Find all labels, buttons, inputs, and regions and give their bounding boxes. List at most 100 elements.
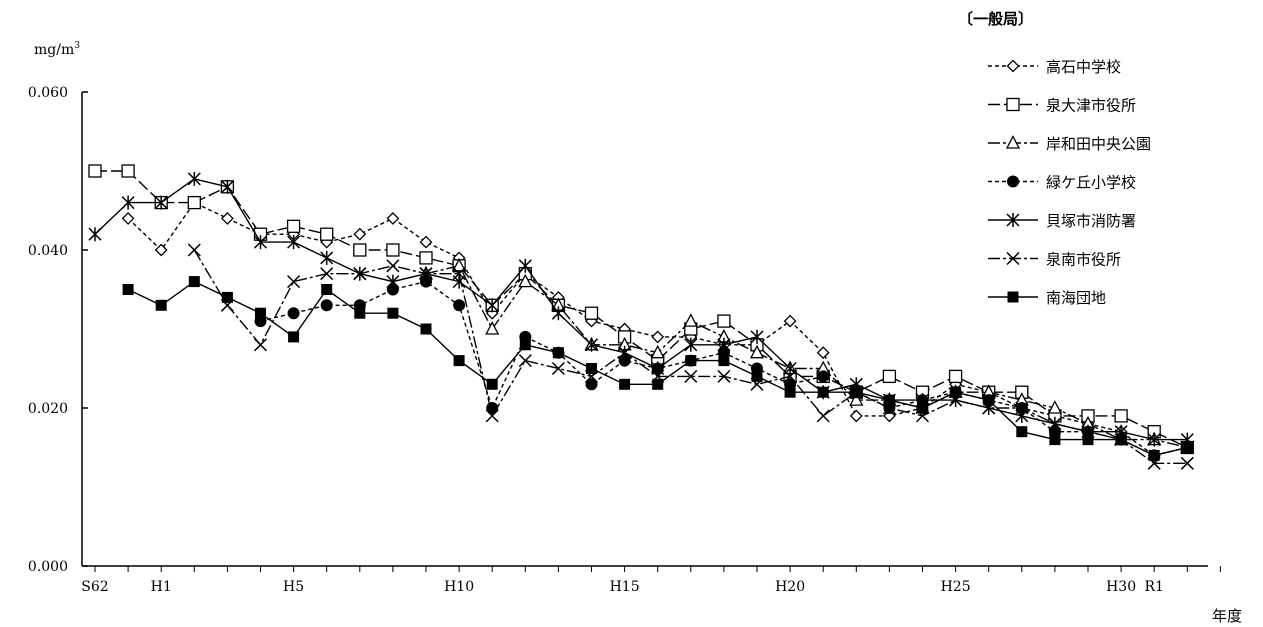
series-5-point xyxy=(684,337,698,352)
series-2-point xyxy=(286,219,301,233)
series-7-point xyxy=(288,331,300,343)
series-7-point xyxy=(188,276,200,288)
series-7-point xyxy=(221,291,233,303)
series-7-point xyxy=(751,370,763,382)
series-6-point xyxy=(452,267,466,281)
series-group xyxy=(88,164,1195,470)
series-4-point xyxy=(320,299,333,312)
series-7-point xyxy=(552,347,564,359)
legend-label: 南海団地 xyxy=(1046,289,1106,307)
legend-item: 泉南市役所 xyxy=(988,251,1121,269)
series-3-point xyxy=(518,273,533,288)
legend-item: 岸和田中央公園 xyxy=(988,135,1151,153)
series-7-point xyxy=(784,386,796,398)
legend-item: 高石中学校 xyxy=(988,58,1121,76)
series-4-point xyxy=(453,299,466,312)
series-6-point xyxy=(684,369,698,383)
series-7-point xyxy=(387,307,399,319)
series-4-line xyxy=(260,280,1188,457)
series-7-point xyxy=(122,284,134,295)
y-ticks: 0.000 0.020 0.040 0.060 xyxy=(28,85,88,575)
legend-marker xyxy=(1005,135,1021,149)
series-6-point xyxy=(320,267,334,281)
series-5-point xyxy=(88,227,102,242)
series-7-point xyxy=(155,299,167,311)
legend-item: 緑ケ丘小学校 xyxy=(988,174,1136,192)
series-2-point xyxy=(419,251,433,265)
series-4-point xyxy=(420,275,432,288)
series-2-point xyxy=(353,243,367,257)
series-6-point xyxy=(618,346,632,360)
series-7-point xyxy=(1181,442,1193,453)
series-7-point xyxy=(453,355,465,367)
series-6-point xyxy=(1015,401,1029,415)
series-6-point xyxy=(1048,417,1062,431)
series-5-point xyxy=(386,274,400,289)
legend-label: 高石中学校 xyxy=(1046,58,1121,76)
series-5-point xyxy=(253,235,268,250)
series-6-point xyxy=(353,267,367,281)
series-6-point xyxy=(287,275,301,289)
legend-label: 岸和田中央公園 xyxy=(1046,135,1151,153)
series-5-point xyxy=(287,235,301,250)
series-6-point xyxy=(783,369,797,383)
series-5-point xyxy=(518,258,532,273)
series-2-point xyxy=(320,227,334,241)
legend-label: 泉南市役所 xyxy=(1046,251,1121,269)
x-tick-label: S62 xyxy=(81,579,108,595)
series-6-point xyxy=(253,338,268,352)
series-7-point xyxy=(883,394,895,406)
x-tick-label: H10 xyxy=(444,579,474,595)
series-5-point xyxy=(154,195,168,210)
series-5-point xyxy=(220,179,234,194)
series-6-point xyxy=(187,243,201,257)
series-1-point xyxy=(651,330,665,344)
series-3-point xyxy=(1047,400,1062,414)
series-2-point xyxy=(717,314,731,328)
series-2-point xyxy=(1114,409,1128,423)
x-tick-label: H20 xyxy=(775,579,805,595)
series-1-point xyxy=(816,346,830,360)
series-2-point xyxy=(882,369,897,384)
series-5-point xyxy=(485,298,499,313)
group-label: 〔一般局〕 xyxy=(958,10,1033,28)
series-7-point xyxy=(917,402,928,414)
series-6-point xyxy=(816,409,830,423)
y-tick-label: 0.020 xyxy=(28,401,68,417)
series-6-point xyxy=(518,354,532,368)
series-7-point xyxy=(1049,434,1061,446)
series-5-point xyxy=(121,195,135,210)
legend-label: 貝塚市消防署 xyxy=(1046,212,1136,230)
series-5-point xyxy=(717,337,731,352)
series-3-point xyxy=(849,392,864,406)
x-tick-label: H5 xyxy=(283,579,304,595)
series-7-point xyxy=(321,284,333,295)
y-axis-unit-text: mg/m xyxy=(34,42,74,58)
x-tick-label: H15 xyxy=(610,579,640,595)
series-1-point xyxy=(419,235,433,249)
series-5-point xyxy=(320,250,334,265)
series-7-point xyxy=(718,355,730,367)
series-5-point xyxy=(551,306,565,321)
series-7-point xyxy=(950,386,962,398)
series-5-point xyxy=(1015,408,1029,423)
legend-marker xyxy=(1007,291,1019,303)
y-tick-label: 0.000 xyxy=(28,559,68,575)
series-7-point xyxy=(354,307,366,319)
series-7-point xyxy=(685,355,697,367)
y-tick-label: 0.060 xyxy=(28,85,68,101)
legend-item: 泉大津市役所 xyxy=(988,97,1136,115)
x-tick-label: H30 xyxy=(1106,579,1136,595)
x-ticks: S62 H1 H5 H10 H15 H20 H25 H30 R1 xyxy=(81,566,1221,595)
legend-marker xyxy=(1006,59,1020,73)
series-7-point xyxy=(1148,449,1160,461)
y-tick-label: 0.040 xyxy=(28,243,68,259)
series-4-point xyxy=(287,307,300,320)
series-3-point xyxy=(650,344,665,359)
series-7-point xyxy=(817,386,829,398)
series-1-point xyxy=(849,409,863,423)
series-3-point xyxy=(452,257,467,272)
legend-marker xyxy=(1006,251,1020,266)
series-5-point xyxy=(1147,432,1161,447)
